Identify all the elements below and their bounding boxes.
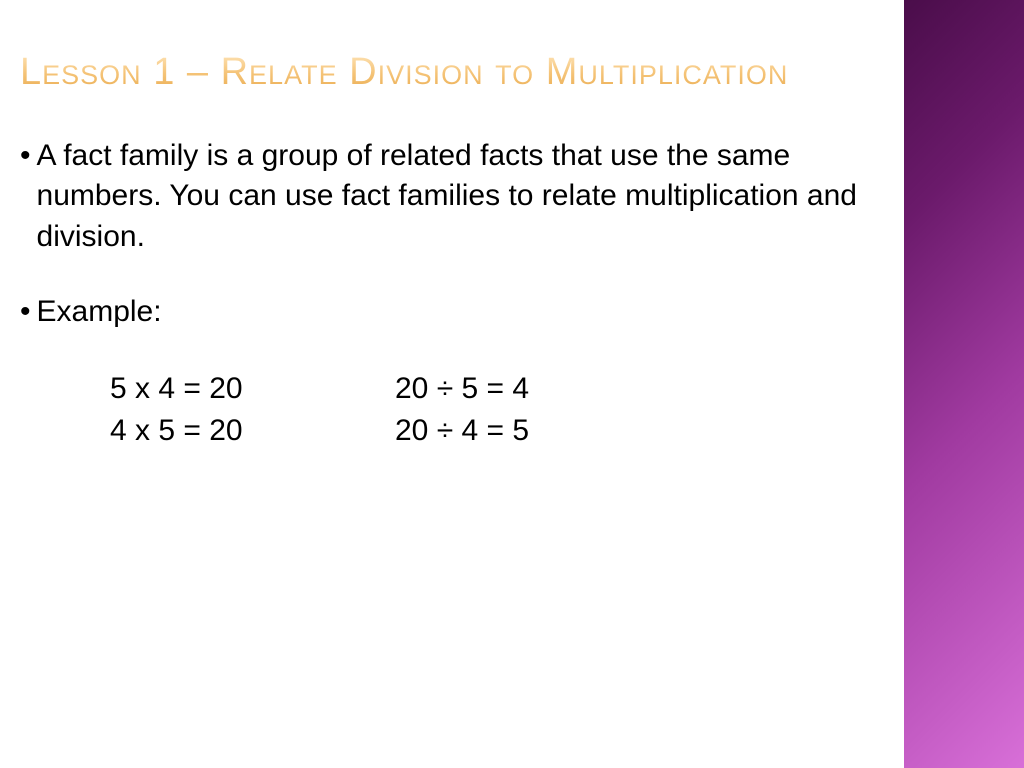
example-2-left: 4 x 5 = 20 — [110, 410, 395, 452]
example-1-right: 20 ÷ 5 = 4 — [395, 368, 890, 410]
example-2-right: 20 ÷ 4 = 5 — [395, 410, 890, 452]
bullet-dot-icon: • — [20, 292, 31, 333]
accent-bar — [904, 0, 1024, 768]
bullet-dot-icon: • — [20, 136, 31, 177]
example-row-1: 5 x 4 = 20 20 ÷ 5 = 4 — [110, 368, 890, 410]
bullet-1: • A fact family is a group of related fa… — [20, 136, 890, 258]
example-1-left: 5 x 4 = 20 — [110, 368, 395, 410]
slide-title: Lesson 1 – Relate Division to Multiplica… — [20, 50, 890, 96]
slide-content: Lesson 1 – Relate Division to Multiplica… — [20, 50, 890, 452]
bullet-2: • Example: — [20, 292, 890, 333]
bullet-2-text: Example: — [37, 292, 162, 333]
body-text: • A fact family is a group of related fa… — [20, 136, 890, 452]
example-row-2: 4 x 5 = 20 20 ÷ 4 = 5 — [110, 410, 890, 452]
bullet-1-text: A fact family is a group of related fact… — [37, 136, 890, 258]
